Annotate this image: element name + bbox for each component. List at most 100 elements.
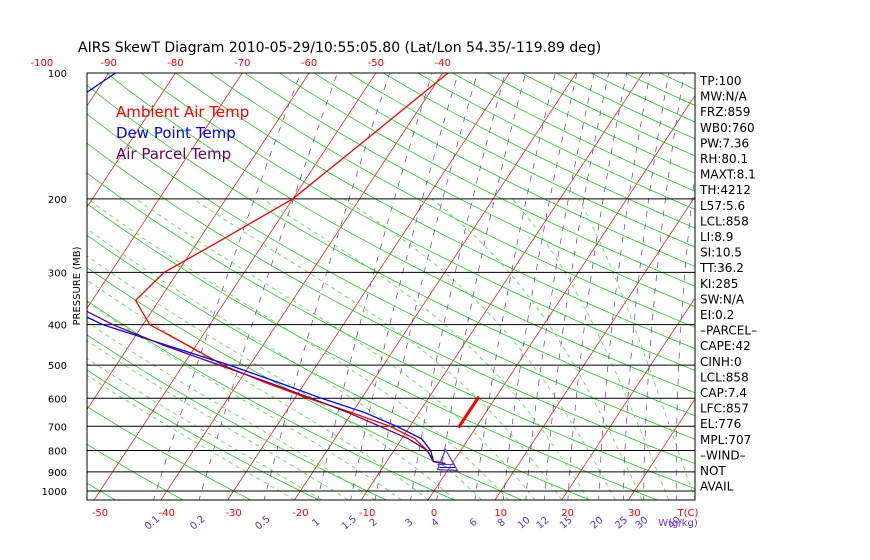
index-value: EI:0.2 — [700, 308, 734, 322]
top-temp-tick-label: -50 — [368, 58, 384, 69]
wind-barb-marker — [436, 448, 459, 472]
pressure-tick-label: 100 — [48, 69, 67, 80]
legend-item-1: Dew Point Temp — [116, 124, 236, 142]
dry-adiabat-line — [87, 84, 695, 417]
isotherm-line — [87, 73, 176, 208]
dry-adiabat-line — [313, 73, 695, 267]
moist-adiabat-line — [578, 198, 695, 500]
dry-adiabat-line — [278, 73, 695, 287]
index-value: L57:5.6 — [700, 199, 745, 213]
plot-frame — [86, 72, 696, 501]
mixing-ratio-label: 0.5 — [253, 514, 272, 533]
bottom-temp-tick-label: -10 — [359, 508, 375, 519]
index-value: LFC:857 — [700, 402, 749, 416]
bottom-temp-tick-label: 20 — [561, 508, 574, 519]
pressure-tick-label: 200 — [48, 195, 67, 206]
mixing-ratio-line — [622, 73, 670, 500]
dry-adiabat-line — [87, 406, 252, 500]
isotherm-line — [360, 73, 644, 500]
isotherm-line — [294, 73, 577, 500]
bottom-temp-tick-label: -30 — [225, 508, 241, 519]
series-line-2 — [87, 310, 446, 465]
index-value: CINH:0 — [700, 355, 742, 369]
mixing-ratio-label: 6 — [468, 517, 480, 530]
mixing-ratio-label: 2 — [368, 517, 380, 530]
mixing-ratio-label: 1.5 — [340, 514, 359, 533]
isotherm-line — [561, 297, 695, 500]
index-value: TH:4212 — [699, 183, 751, 197]
pressure-tick-label: 700 — [48, 422, 67, 433]
moist-adiabat-line — [87, 279, 429, 500]
pressure-tick-label: 1000 — [42, 487, 67, 498]
index-value: AVAIL — [700, 480, 734, 494]
dry-adiabat-line — [87, 369, 320, 500]
mixing-ratio-label: 12 — [535, 515, 552, 532]
isotherm-line — [628, 398, 695, 500]
mixing-ratio-label: 0.2 — [188, 514, 207, 533]
index-value: LI:8.9 — [700, 230, 733, 244]
mixing-ratio-label: 4 — [429, 517, 441, 530]
mixing-ratio-label: 1 — [310, 517, 322, 530]
bottom-temp-tick-label: 30 — [628, 508, 641, 519]
dry-adiabat-line — [87, 443, 184, 500]
dry-adiabat-line — [87, 172, 695, 489]
bottom-temp-tick-label: 0 — [431, 508, 437, 519]
index-value: TP:100 — [699, 74, 742, 88]
top-temp-tick-label: -60 — [301, 58, 317, 69]
top-temp-tick-label: -80 — [167, 58, 183, 69]
top-temp-tick-label: -70 — [234, 58, 250, 69]
series-line-1 — [87, 73, 446, 465]
isotherm-line — [761, 64, 870, 502]
dry-adiabat-line — [520, 73, 695, 157]
isotherm-line — [160, 73, 444, 500]
mixing-ratio-label: 8 — [496, 517, 508, 530]
bottom-temp-tick-label: 10 — [494, 508, 507, 519]
mixing-ratio-line — [436, 73, 526, 500]
pressure-tick-label: 900 — [48, 468, 67, 479]
mixing-ratio-line — [410, 73, 506, 500]
index-value: TT:36.2 — [699, 261, 744, 275]
index-value: RH:80.1 — [700, 152, 748, 166]
index-value: MW:N/A — [700, 90, 748, 104]
thick-temperature-segment — [457, 395, 481, 429]
pressure-tick-label: 500 — [48, 361, 67, 372]
index-value: EL:776 — [700, 417, 741, 431]
mixing-ratio-line — [263, 73, 390, 500]
dry-adiabat-line — [87, 300, 455, 500]
isotherm-line — [93, 73, 377, 500]
moist-adiabat-line — [262, 198, 589, 500]
index-value: LCL:858 — [700, 370, 749, 384]
dry-adiabat-line — [0, 64, 49, 501]
isotherm-line — [87, 73, 110, 107]
dry-adiabat-line — [486, 73, 695, 174]
mixing-ratio-line — [502, 73, 578, 500]
top-temp-tick-label: -90 — [101, 58, 117, 69]
index-value: SI:10.5 — [700, 246, 742, 260]
legend-item-2: Air Parcel Temp — [116, 145, 231, 163]
isotherm-line — [87, 73, 243, 309]
pressure-tick-label: 600 — [48, 394, 67, 405]
bottom-temp-tick-label: -50 — [92, 508, 108, 519]
isotherm-line — [87, 73, 310, 411]
moist-adiabat-line — [431, 198, 643, 500]
moist-adiabat-line — [87, 255, 456, 500]
top-temp-tick-label: -40 — [435, 58, 451, 69]
y-axis-label: PRESSURE (MB) — [72, 246, 83, 325]
moist-adiabat-line — [87, 358, 322, 500]
index-value: CAP:7.4 — [700, 386, 747, 400]
dry-adiabat-line — [382, 73, 695, 229]
isotherm-line — [427, 94, 695, 500]
top-temp-tick-label: -100 — [31, 58, 54, 69]
index-value: –PARCEL– — [700, 324, 757, 338]
moist-adiabat-line — [193, 198, 563, 500]
moist-adiabat-line — [87, 198, 509, 500]
mixing-ratio-line — [474, 73, 556, 500]
dry-adiabat-line — [209, 73, 695, 328]
index-value: CAPE:42 — [700, 339, 751, 353]
bottom-temp-tick-label: -40 — [159, 508, 175, 519]
mixing-ratio-unit-label: W(g/kg) — [658, 518, 698, 529]
dry-adiabat-line — [87, 142, 695, 465]
mixing-ratio-line — [598, 73, 651, 500]
index-value: FRZ:859 — [700, 105, 750, 119]
